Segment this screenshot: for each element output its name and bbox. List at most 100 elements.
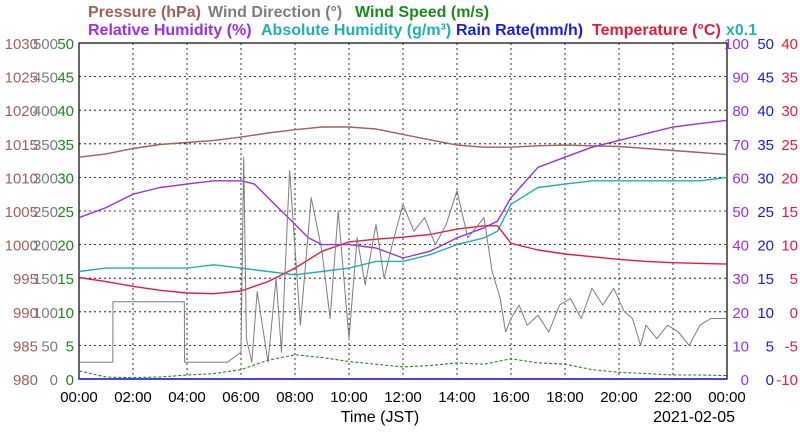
left-tick-pressure-4: 1010 — [5, 170, 38, 187]
series-line-3 — [78, 225, 728, 295]
left-tick-wind_direction-2: 400 — [33, 103, 58, 120]
right-tick-temperature-1: 35 — [781, 70, 798, 87]
legend-row2-item-2: Rain Rate(mm/h) — [456, 22, 583, 39]
right-tick-temperature-4: 20 — [781, 170, 798, 187]
left-tick-wind_direction-9: 50 — [41, 338, 58, 355]
right-tick-temperature-5: 15 — [781, 204, 798, 221]
right-tick-rain_rate-4: 30 — [757, 170, 774, 187]
x-axis-label: Time (JST) — [341, 409, 420, 426]
right-tick-temperature-6: 10 — [781, 238, 798, 255]
left-tick-wind_direction-7: 150 — [33, 271, 58, 288]
right-tick-temperature-10: -10 — [776, 372, 798, 389]
left-tick-pressure-8: 990 — [13, 305, 38, 322]
x-tick-label-5: 10:00 — [330, 389, 368, 406]
left-tick-wind_direction-10: 0 — [50, 372, 58, 389]
legend-row2-item-4: x0.1 — [726, 22, 757, 39]
right-tick-relative_humidity-9: 10 — [732, 338, 749, 355]
left-tick-wind_speed-5: 25 — [57, 204, 74, 221]
left-tick-pressure-0: 1030 — [5, 36, 38, 53]
x-tick-label-10: 20:00 — [600, 389, 638, 406]
right-tick-relative_humidity-8: 20 — [732, 305, 749, 322]
right-tick-rain_rate-2: 40 — [757, 103, 774, 120]
left-tick-pressure-9: 985 — [13, 338, 38, 355]
series-layer — [78, 119, 728, 380]
left-tick-wind_direction-6: 200 — [33, 238, 58, 255]
right-tick-relative_humidity-6: 40 — [732, 238, 749, 255]
left-tick-wind_speed-0: 50 — [57, 36, 74, 53]
series-line-4 — [79, 156, 727, 363]
right-tick-rain_rate-0: 50 — [757, 36, 774, 53]
right-tick-rain_rate-10: 0 — [766, 372, 774, 389]
left-tick-wind_direction-5: 250 — [33, 204, 58, 221]
left-tick-wind_speed-2: 40 — [57, 103, 74, 120]
left-tick-pressure-1: 1025 — [5, 70, 38, 87]
right-tick-rain_rate-7: 15 — [757, 271, 774, 288]
x-tick-label-12: 00:00 — [708, 389, 746, 406]
legend-row2-item-3: Temperature (°C) — [592, 22, 721, 39]
series-line-1 — [78, 119, 728, 259]
right-tick-temperature-9: -5 — [785, 338, 798, 355]
left-tick-pressure-6: 1000 — [5, 238, 38, 255]
x-tick-label-3: 06:00 — [222, 389, 260, 406]
left-tick-wind_speed-8: 10 — [57, 305, 74, 322]
series-line-5 — [78, 354, 728, 379]
legend-row2-item-0: Relative Humidity (%) — [88, 22, 252, 39]
legend-row1-item-0: Pressure (hPa) — [88, 4, 201, 21]
left-tick-wind_speed-10: 0 — [66, 372, 74, 389]
right-tick-relative_humidity-10: 0 — [741, 372, 749, 389]
left-tick-wind_speed-7: 15 — [57, 271, 74, 288]
right-tick-rain_rate-8: 10 — [757, 305, 774, 322]
right-tick-relative_humidity-5: 50 — [732, 204, 749, 221]
right-tick-rain_rate-1: 45 — [757, 70, 774, 87]
left-tick-wind_direction-4: 300 — [33, 170, 58, 187]
x-tick-label-1: 02:00 — [114, 389, 152, 406]
plot-frame — [78, 42, 728, 380]
x-tick-label-11: 22:00 — [654, 389, 692, 406]
x-tick-label-7: 14:00 — [438, 389, 476, 406]
series-line-0 — [78, 126, 728, 158]
x-tick-label-2: 04:00 — [168, 389, 206, 406]
left-tick-pressure-3: 1015 — [5, 137, 38, 154]
left-tick-pressure-10: 980 — [13, 372, 38, 389]
series-line-2 — [78, 176, 728, 276]
right-tick-temperature-8: 0 — [790, 305, 798, 322]
left-tick-wind_speed-9: 5 — [66, 338, 74, 355]
left-tick-wind_direction-3: 350 — [33, 137, 58, 154]
right-tick-relative_humidity-4: 60 — [732, 170, 749, 187]
x-tick-label-6: 12:00 — [384, 389, 422, 406]
x-tick-label-9: 18:00 — [546, 389, 584, 406]
right-tick-relative_humidity-7: 30 — [732, 271, 749, 288]
right-tick-temperature-0: 40 — [781, 36, 798, 53]
left-tick-pressure-7: 995 — [13, 271, 38, 288]
left-tick-wind_speed-3: 35 — [57, 137, 74, 154]
left-tick-wind_speed-1: 45 — [57, 70, 74, 87]
left-tick-wind_speed-4: 30 — [57, 170, 74, 187]
legend-row1-item-1: Wind Direction (°) — [208, 4, 342, 21]
left-tick-wind_direction-8: 100 — [33, 305, 58, 322]
right-tick-rain_rate-6: 20 — [757, 238, 774, 255]
right-tick-temperature-3: 25 — [781, 137, 798, 154]
right-tick-rain_rate-3: 35 — [757, 137, 774, 154]
x-tick-label-8: 16:00 — [492, 389, 530, 406]
right-tick-rain_rate-9: 5 — [766, 338, 774, 355]
right-tick-rain_rate-5: 25 — [757, 204, 774, 221]
left-axes: 1030102510201015101010051000995990985980… — [5, 36, 74, 389]
right-tick-relative_humidity-2: 80 — [732, 103, 749, 120]
x-tick-label-4: 08:00 — [276, 389, 314, 406]
right-tick-relative_humidity-1: 90 — [732, 70, 749, 87]
left-tick-wind_speed-6: 20 — [57, 238, 74, 255]
right-tick-temperature-2: 30 — [781, 103, 798, 120]
left-tick-pressure-2: 1020 — [5, 103, 38, 120]
legend: Pressure (hPa) Wind Direction (°) Wind Spe… — [88, 4, 757, 39]
x-tick-label-0: 00:00 — [60, 389, 98, 406]
right-tick-relative_humidity-0: 100 — [724, 36, 749, 53]
right-tick-temperature-7: 5 — [790, 271, 798, 288]
right-tick-relative_humidity-3: 70 — [732, 137, 749, 154]
left-tick-wind_direction-1: 450 — [33, 70, 58, 87]
left-tick-pressure-5: 1005 — [5, 204, 38, 221]
x-axis: 00:00 02:00 04:00 06:00 08:00 10:00 12:00 14:00… — [60, 389, 746, 406]
left-tick-wind_direction-0: 500 — [33, 36, 58, 53]
legend-row1-item-2: Wind Speed (m/s) — [355, 4, 489, 21]
date-label: 2021-02-05 — [653, 409, 735, 426]
